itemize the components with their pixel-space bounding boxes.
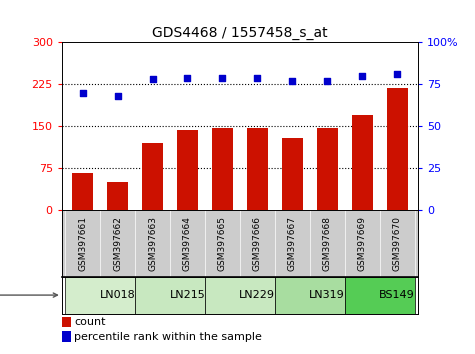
Text: GSM397667: GSM397667 [288, 216, 297, 270]
Text: LN229: LN229 [239, 290, 276, 300]
Point [393, 72, 401, 77]
Text: GSM397670: GSM397670 [392, 216, 401, 270]
Bar [247, 128, 268, 210]
Bar [62, 331, 71, 342]
Bar [317, 128, 338, 210]
Bar [65, 276, 135, 314]
Point [114, 93, 122, 99]
Point [184, 75, 191, 80]
Text: GSM397665: GSM397665 [218, 216, 227, 270]
Bar [345, 276, 415, 314]
Title: GDS4468 / 1557458_s_at: GDS4468 / 1557458_s_at [152, 26, 328, 40]
Bar [177, 130, 198, 210]
Bar [282, 138, 303, 210]
Text: cell line: cell line [0, 290, 57, 300]
Point [149, 76, 156, 82]
Bar [387, 88, 408, 210]
Point [288, 78, 296, 84]
Text: count: count [74, 317, 106, 327]
Text: LN018: LN018 [100, 290, 135, 300]
Bar [275, 276, 345, 314]
Text: LN215: LN215 [170, 290, 205, 300]
Point [218, 75, 226, 80]
Bar [135, 276, 205, 314]
Bar [205, 276, 275, 314]
Point [358, 73, 366, 79]
Text: GSM397668: GSM397668 [323, 216, 332, 270]
Text: GSM397666: GSM397666 [253, 216, 262, 270]
Point [254, 75, 261, 80]
Text: GSM397662: GSM397662 [113, 216, 122, 270]
Text: BS149: BS149 [379, 290, 415, 300]
Bar [62, 316, 71, 327]
Bar [212, 128, 233, 210]
Bar [72, 173, 93, 210]
Bar [142, 143, 163, 210]
Text: LN319: LN319 [309, 290, 345, 300]
Text: percentile rank within the sample: percentile rank within the sample [74, 332, 262, 342]
Bar [107, 182, 128, 210]
Bar [352, 115, 372, 210]
Point [79, 90, 86, 96]
Text: GSM397664: GSM397664 [183, 216, 192, 270]
Text: GSM397661: GSM397661 [78, 216, 87, 270]
Text: GSM397669: GSM397669 [358, 216, 367, 270]
Text: GSM397663: GSM397663 [148, 216, 157, 270]
Point [323, 78, 331, 84]
